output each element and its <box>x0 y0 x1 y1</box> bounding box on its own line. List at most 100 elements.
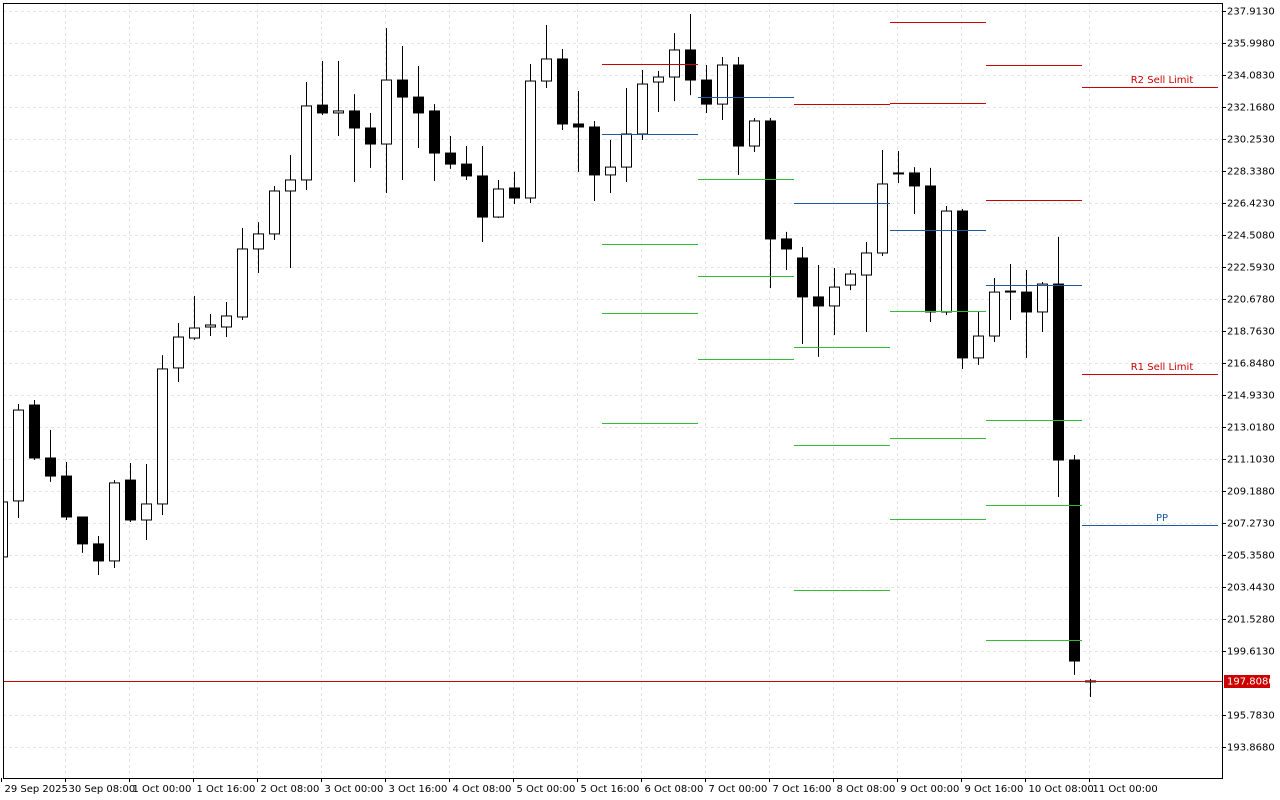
candle-body <box>285 179 296 192</box>
candle-body <box>221 315 232 328</box>
y-tick-label: 203.4430 <box>1227 583 1275 594</box>
candle-body <box>877 183 888 254</box>
y-tick-label: 235.9980 <box>1227 39 1275 50</box>
candle-body <box>717 64 728 105</box>
candle-body <box>461 163 472 177</box>
x-tick-label: 29 Sep 2025 <box>5 784 68 795</box>
order-label: PP <box>1156 513 1168 524</box>
candle-body <box>1021 291 1032 313</box>
x-tick-label: 9 Oct 00:00 <box>901 784 960 795</box>
candle-body <box>1037 283 1048 313</box>
candle-body <box>989 291 1000 337</box>
candle-body <box>397 79 408 98</box>
candle-body <box>733 64 744 147</box>
candle-body <box>301 105 312 181</box>
candle-body <box>1005 290 1016 293</box>
x-tick-label: 8 Oct 08:00 <box>837 784 896 795</box>
axes: 237.9130 235.9980 234.0830 232.1680 230.2530… <box>1 7 1275 795</box>
candle-body <box>541 58 552 82</box>
candle-body <box>493 188 504 218</box>
candle-body <box>605 166 616 176</box>
y-tick-label: 237.9130 <box>1227 7 1275 18</box>
candle-body <box>669 49 680 78</box>
y-tick-label: 216.8480 <box>1227 359 1275 370</box>
y-tick-label: 209.1880 <box>1227 487 1275 498</box>
grid <box>3 3 1222 778</box>
y-tick-label: 230.2530 <box>1227 135 1275 146</box>
y-tick-label: 222.5930 <box>1227 263 1275 274</box>
candle-body <box>29 404 40 459</box>
candle-body <box>93 543 104 562</box>
candle-body <box>413 96 424 114</box>
candle-body <box>829 286 840 307</box>
x-tick-label: 3 Oct 00:00 <box>325 784 384 795</box>
y-tick-label: 220.6780 <box>1227 295 1275 306</box>
candle-body <box>749 120 760 147</box>
y-tick-label: 232.1680 <box>1227 103 1275 114</box>
candle-body <box>925 185 936 313</box>
candle-body <box>797 257 808 298</box>
y-tick-label: 201.5280 <box>1227 615 1275 626</box>
x-tick-label: 7 Oct 16:00 <box>773 784 832 795</box>
y-tick-label: 234.0830 <box>1227 71 1275 82</box>
candle-body <box>109 482 120 562</box>
candle-body <box>3 501 8 558</box>
y-tick-label: 213.0180 <box>1227 423 1275 434</box>
candle-body <box>333 110 344 114</box>
candle-body <box>813 296 824 307</box>
candle-body <box>189 327 200 339</box>
candle-body <box>253 233 264 250</box>
x-tick-label: 5 Oct 16:00 <box>581 784 640 795</box>
candle-body <box>125 479 136 521</box>
candle-body <box>973 335 984 359</box>
x-tick-label: 30 Sep 08:00 <box>69 784 136 795</box>
candle-body <box>173 336 184 369</box>
x-tick-label: 7 Oct 00:00 <box>709 784 768 795</box>
x-tick-label: 3 Oct 16:00 <box>389 784 448 795</box>
order-label: R1 Sell Limit <box>1131 362 1194 373</box>
last-price-label: 197.8080 <box>1227 677 1275 688</box>
candle-body <box>893 172 904 175</box>
x-tick-label: 2 Oct 08:00 <box>261 784 320 795</box>
candle-body <box>381 79 392 145</box>
candle-body <box>45 457 56 477</box>
x-tick-label: 6 Oct 08:00 <box>645 784 704 795</box>
last-price-tag <box>1224 675 1270 688</box>
y-tick-label: 199.6130 <box>1227 647 1275 658</box>
candle-body <box>861 252 872 276</box>
y-tick-label: 195.7830 <box>1227 711 1275 722</box>
x-tick-label: 1 Oct 16:00 <box>197 784 256 795</box>
x-tick-label: 5 Oct 00:00 <box>517 784 576 795</box>
x-tick-label: 4 Oct 08:00 <box>453 784 512 795</box>
candle-body <box>205 324 216 328</box>
x-tick-label: 10 Oct 08:00 <box>1029 784 1094 795</box>
y-tick-label: 207.2730 <box>1227 519 1275 530</box>
candle-body <box>445 152 456 165</box>
x-tick-label: 9 Oct 16:00 <box>965 784 1024 795</box>
candle-body <box>941 210 952 313</box>
candle-body <box>621 133 632 168</box>
order-label: R2 Sell Limit <box>1131 75 1194 86</box>
candle-body <box>429 110 440 154</box>
candle-body <box>845 273 856 286</box>
candle-body <box>909 172 920 187</box>
candle-body <box>957 210 968 359</box>
candle-body <box>77 516 88 545</box>
candle-body <box>13 409 24 502</box>
candle-body <box>653 76 664 83</box>
y-tick-label: 228.3380 <box>1227 167 1275 178</box>
x-tick-label: 11 Oct 00:00 <box>1093 784 1158 795</box>
candle-body <box>573 123 584 128</box>
candle-body <box>557 58 568 125</box>
plot-area: R2 Sell Limit R1 Sell Limit PP <box>3 14 1222 697</box>
plot-frame <box>3 3 1223 779</box>
candle-body <box>525 80 536 199</box>
candle-body <box>477 175 488 218</box>
candle-body <box>317 104 328 114</box>
y-tick-label: 224.5080 <box>1227 231 1275 242</box>
candle-body <box>269 190 280 235</box>
candle-body <box>781 238 792 250</box>
candle-body <box>237 248 248 318</box>
